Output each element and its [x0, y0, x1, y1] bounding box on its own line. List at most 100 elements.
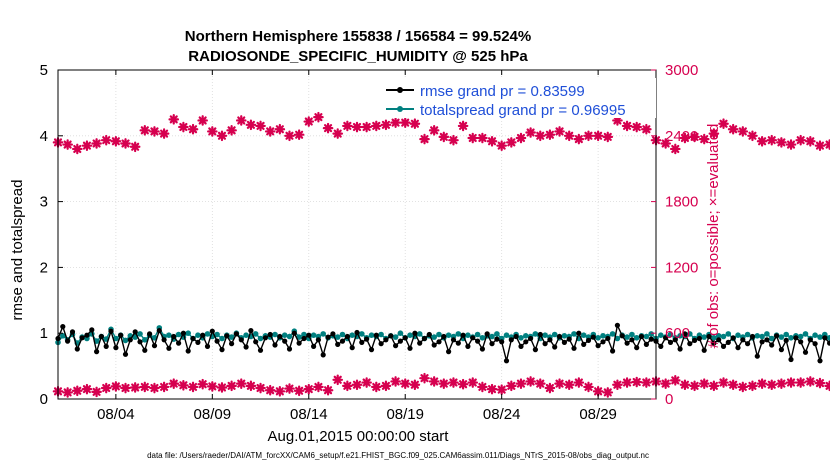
obs-marker-2-57 — [602, 131, 614, 143]
obs-marker-3-72 — [747, 380, 758, 392]
obs-marker-2-64 — [669, 143, 681, 155]
point-0-61 — [349, 345, 355, 351]
point-0-137 — [716, 337, 722, 343]
obs-marker-2-8 — [129, 141, 141, 153]
obs-marker-2-80 — [824, 139, 830, 150]
obs-marker-2-33 — [370, 120, 382, 132]
point-0-44 — [267, 331, 273, 338]
point-0-14 — [122, 351, 129, 357]
obs-marker-2-20 — [245, 119, 257, 131]
obs-marker-2-65 — [679, 132, 691, 144]
point-0-65 — [368, 347, 375, 353]
obs-marker-3-76 — [785, 377, 797, 388]
obs-marker-3-28 — [322, 384, 334, 396]
point-1-148 — [768, 335, 775, 342]
point-0-25 — [176, 340, 182, 346]
point-0-33 — [214, 338, 220, 344]
point-1-51 — [301, 331, 307, 338]
point-0-63 — [359, 339, 365, 345]
obs-marker-2-17 — [216, 130, 228, 142]
chart-subtitle: RADIOSONDE_SPECIFIC_HUMIDITY @ 525 hPa — [188, 48, 528, 65]
obs-marker-2-74 — [766, 134, 778, 146]
point-0-24 — [171, 333, 177, 340]
obs-marker-3-29 — [332, 374, 344, 386]
series-obs-3 — [52, 372, 830, 398]
point-1-152 — [788, 335, 794, 341]
obs-marker-3-35 — [390, 376, 401, 387]
point-0-135 — [706, 333, 712, 340]
point-1-47 — [281, 332, 288, 339]
footnote: data file: /Users/raeder/DAI/ATM_forcXX/… — [147, 451, 649, 460]
obs-marker-3-16 — [207, 381, 218, 392]
obs-marker-3-47 — [506, 380, 517, 392]
y-right-tick-label-1: 600 — [665, 325, 690, 342]
point-1-145 — [754, 333, 761, 339]
obs-marker-3-55 — [583, 381, 594, 393]
point-1-129 — [677, 333, 683, 339]
obs-marker-3-75 — [776, 378, 787, 389]
point-0-105 — [561, 339, 568, 345]
point-0-89 — [484, 331, 490, 337]
point-0-157 — [812, 341, 818, 347]
point-1-146 — [759, 333, 765, 340]
obs-marker-3-70 — [727, 379, 739, 391]
obs-marker-2-77 — [795, 134, 806, 146]
point-0-17 — [137, 339, 143, 345]
point-1-160 — [826, 335, 830, 341]
obs-marker-3-25 — [293, 385, 305, 397]
obs-marker-3-12 — [168, 378, 180, 389]
point-1-97 — [523, 333, 529, 339]
obs-marker-3-80 — [824, 380, 830, 392]
y-tick-label-2: 2 — [40, 259, 48, 276]
obs-marker-3-34 — [380, 380, 392, 392]
point-1-120 — [633, 335, 640, 341]
obs-marker-2-39 — [428, 125, 440, 136]
point-0-149 — [774, 333, 780, 339]
point-0-34 — [219, 347, 225, 353]
obs-marker-3-6 — [110, 381, 122, 392]
point-0-15 — [127, 337, 133, 343]
obs-marker-3-44 — [477, 381, 488, 393]
obs-marker-3-60 — [631, 376, 643, 388]
series-line-0 — [55, 322, 830, 364]
point-1-81 — [445, 332, 452, 339]
point-1-154 — [797, 333, 804, 340]
obs-marker-3-7 — [120, 382, 131, 394]
obs-marker-2-7 — [120, 138, 131, 149]
point-0-127 — [667, 339, 674, 345]
point-0-76 — [421, 335, 428, 342]
obs-marker-2-49 — [525, 127, 536, 138]
point-0-106 — [566, 336, 572, 342]
point-1-103 — [551, 331, 558, 338]
point-0-8 — [94, 349, 100, 355]
obs-marker-2-29 — [332, 128, 344, 139]
point-0-74 — [412, 330, 418, 336]
obs-marker-2-40 — [438, 131, 450, 143]
point-0-123 — [648, 336, 654, 342]
point-0-99 — [532, 347, 539, 353]
obs-marker-2-35 — [390, 117, 401, 128]
legend-rmse-label: rmse grand pr = 0.83599 — [420, 83, 585, 100]
point-1-125 — [658, 332, 664, 339]
obs-marker-2-53 — [563, 130, 575, 142]
point-1-83 — [455, 331, 462, 337]
point-0-133 — [696, 335, 703, 342]
point-1-138 — [720, 333, 727, 340]
point-0-48 — [286, 346, 293, 352]
y-right-tick-label-5: 3000 — [665, 62, 698, 79]
point-0-120 — [634, 345, 640, 351]
obs-marker-2-46 — [496, 140, 507, 151]
obs-marker-2-24 — [284, 130, 295, 142]
x-tick-label-2: 08/14 — [290, 406, 328, 423]
obs-marker-3-2 — [71, 385, 83, 397]
point-0-140 — [730, 335, 736, 341]
obs-marker-3-67 — [698, 378, 710, 389]
point-1-137 — [715, 333, 722, 339]
point-0-2 — [65, 338, 71, 344]
point-0-54 — [315, 337, 321, 343]
point-0-81 — [446, 349, 452, 355]
point-0-96 — [518, 343, 524, 349]
obs-marker-3-79 — [814, 377, 826, 389]
point-1-65 — [368, 332, 375, 339]
point-0-154 — [798, 339, 804, 345]
